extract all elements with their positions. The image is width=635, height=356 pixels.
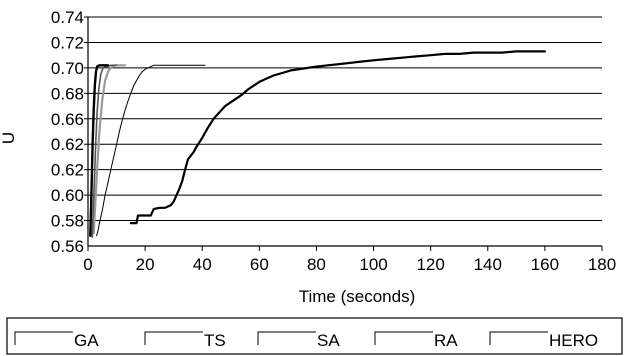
legend-swatch [14,331,73,345]
series-group [89,50,546,238]
series-line-ga [89,64,110,237]
x-tick-label: 180 [588,255,616,274]
x-tick-label: 40 [193,255,212,274]
gridlines [88,16,602,222]
legend-label: TS [204,331,226,350]
legend-label: SA [317,331,340,350]
y-tick-label: 0.56 [51,237,84,256]
x-tick-label: 20 [136,255,155,274]
x-tick-label: 140 [474,255,502,274]
x-tick-label: 100 [359,255,387,274]
legend-label: RA [434,331,458,350]
y-tick-label: 0.62 [51,161,84,180]
x-tick-labels: 0 20 40 60 80 100 120 140 160 180 [83,255,616,274]
series-line-ra [96,64,206,237]
axes [84,16,603,251]
y-tick-label: 0.60 [51,186,84,205]
legend: GA TS SA RA HERO [14,331,598,350]
y-tick-labels: 0.56 0.58 0.60 0.62 0.62 0.66 0.68 0.70 0.72 0.74 [51,8,84,256]
y-tick-label: 0.72 [51,33,84,52]
y-tick-label: 0.68 [51,84,84,103]
legend-swatch [144,331,203,345]
y-tick-label: 0.70 [51,59,84,78]
y-tick-label: 0.74 [51,8,84,27]
legend-label: GA [74,331,99,350]
y-tick-label: 0.58 [51,212,84,231]
y-tick-label: 0.66 [51,110,84,129]
legend-swatch [489,331,548,345]
x-tick-label: 120 [416,255,444,274]
x-tick-label: 160 [531,255,559,274]
legend-swatch [374,331,433,345]
y-tick-label: 0.62 [51,135,84,154]
legend-label: HERO [549,331,598,350]
legend-swatch [257,331,316,345]
y-axis-title: U [0,132,18,144]
x-tick-label: 80 [307,255,326,274]
x-tick-label: 0 [83,255,92,274]
x-tick-label: 60 [250,255,269,274]
series-line-hero [129,50,546,225]
legend-box [6,317,623,355]
x-axis-title: Time (seconds) [299,287,416,306]
